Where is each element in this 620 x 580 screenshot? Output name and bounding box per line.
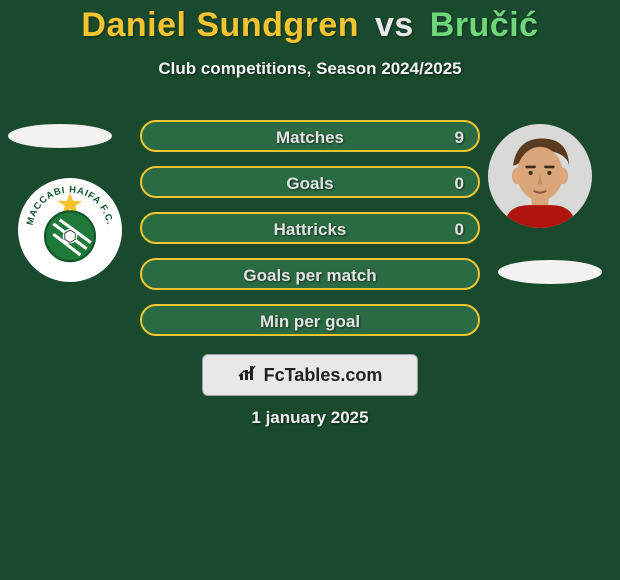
- stat-value: 0: [455, 214, 464, 246]
- subtitle: Club competitions, Season 2024/2025: [0, 59, 620, 79]
- stat-label: Matches: [142, 122, 478, 154]
- player2-photo-svg: [488, 124, 592, 228]
- stat-bar: Goals0: [140, 166, 480, 198]
- player1-avatar-placeholder: [8, 124, 112, 148]
- comparison-card: Daniel Sundgren vs Bručić Club competiti…: [0, 0, 620, 580]
- source-text: FcTables.com: [264, 365, 383, 386]
- player2-name: Bručić: [430, 6, 539, 44]
- source-badge: FcTables.com: [202, 354, 418, 396]
- stat-label: Goals: [142, 168, 478, 200]
- stat-label: Min per goal: [142, 306, 478, 338]
- stat-value: 9: [455, 122, 464, 154]
- chart-icon: [238, 364, 258, 387]
- stat-label: Goals per match: [142, 260, 478, 292]
- player1-name: Daniel Sundgren: [81, 6, 359, 44]
- stat-bar: Goals per match: [140, 258, 480, 290]
- player2-club-placeholder: [498, 260, 602, 284]
- stat-bar: Min per goal: [140, 304, 480, 336]
- stat-value: 0: [455, 168, 464, 200]
- vs-label: vs: [375, 6, 414, 44]
- club-badge: MACCABI HAIFA F.C.: [18, 178, 122, 282]
- club-badge-inner: MACCABI HAIFA F.C.: [18, 178, 122, 282]
- page-title: Daniel Sundgren vs Bručić: [0, 0, 620, 45]
- club-badge-svg: MACCABI HAIFA F.C.: [18, 178, 122, 282]
- date-line: 1 january 2025: [0, 408, 620, 428]
- stat-label: Hattricks: [142, 214, 478, 246]
- stat-bar: Hattricks0: [140, 212, 480, 244]
- player2-photo: [488, 124, 592, 228]
- stat-bar: Matches9: [140, 120, 480, 152]
- stat-bars: Matches9Goals0Hattricks0Goals per matchM…: [140, 120, 480, 350]
